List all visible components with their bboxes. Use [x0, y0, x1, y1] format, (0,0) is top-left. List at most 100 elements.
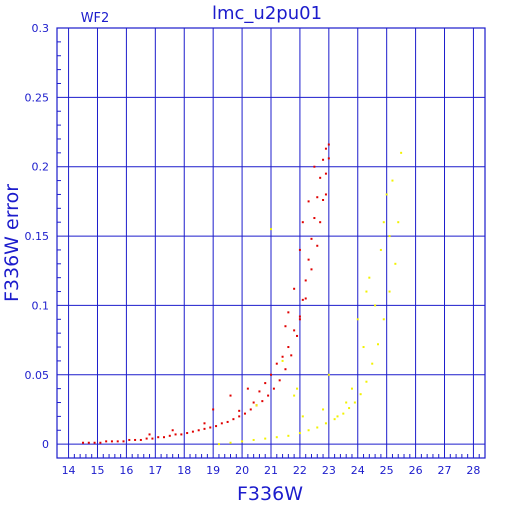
data-point: [275, 362, 278, 365]
data-point: [307, 429, 310, 432]
data-point: [324, 193, 327, 196]
data-point: [304, 279, 307, 282]
x-tick-label: 14: [62, 464, 76, 477]
data-point: [174, 433, 177, 436]
data-point: [382, 221, 385, 224]
data-point: [371, 362, 374, 365]
y-tick-label: 0.2: [32, 161, 50, 174]
data-point: [356, 318, 359, 321]
y-tick-label: 0: [42, 438, 49, 451]
data-point: [388, 235, 391, 238]
data-point: [110, 440, 113, 443]
data-point: [342, 412, 345, 415]
data-point: [307, 200, 310, 203]
data-point: [267, 394, 270, 397]
x-tick-label: 21: [264, 464, 278, 477]
grid-layer: [57, 27, 485, 458]
data-point: [377, 343, 379, 346]
data-point: [275, 436, 278, 439]
x-tick-label: 24: [351, 464, 365, 477]
data-point: [145, 437, 148, 440]
data-point: [270, 228, 272, 231]
data-point: [203, 422, 206, 425]
data-point: [313, 217, 316, 220]
data-point: [99, 441, 102, 444]
data-point: [304, 297, 307, 300]
data-point: [296, 334, 299, 337]
x-tick-label: 16: [119, 464, 133, 477]
data-point: [134, 438, 137, 441]
x-tick-label: 20: [235, 464, 249, 477]
data-point: [252, 401, 255, 404]
y-tick-label: 0.25: [25, 91, 50, 104]
data-point: [362, 346, 365, 349]
y-axis-title: F336W error: [1, 184, 23, 302]
data-point: [209, 426, 212, 429]
x-tick-label: 23: [322, 464, 336, 477]
data-point: [301, 298, 304, 301]
x-tick-label: 26: [409, 464, 423, 477]
x-tick-label: 28: [466, 464, 480, 477]
data-point: [296, 387, 299, 390]
data-point: [139, 438, 142, 441]
y-tick-label: 0.15: [25, 230, 50, 243]
data-point: [319, 176, 322, 179]
data-point: [284, 368, 287, 371]
data-point: [272, 387, 275, 390]
data-point: [243, 412, 246, 415]
data-point: [359, 393, 362, 396]
data-point: [365, 290, 368, 293]
data-point: [278, 379, 281, 382]
data-point: [238, 409, 241, 412]
data-point: [327, 157, 330, 160]
x-tick-labels: 14 15 16 17 18 19 20 21 22 23 24 25 26 27 28: [62, 464, 481, 477]
data-point: [316, 196, 319, 199]
y-tick-label: 0.3: [32, 22, 50, 35]
plot-frame: [56, 27, 486, 459]
data-point: [226, 420, 229, 423]
data-point: [197, 429, 200, 432]
chart-title: lmc_u2pu01: [212, 3, 322, 24]
x-tick-label: 17: [148, 464, 162, 477]
data-point: [163, 436, 165, 439]
x-tick-label: 15: [90, 464, 104, 477]
data-point: [191, 430, 194, 433]
data-point: [220, 422, 223, 425]
data-point: [264, 437, 267, 440]
data-point: [87, 441, 90, 444]
data-point: [203, 427, 206, 430]
data-point: [345, 401, 348, 404]
data-point: [322, 158, 325, 161]
data-point: [215, 425, 218, 428]
x-tick-label: 19: [206, 464, 220, 477]
x-tick-label: 25: [380, 464, 394, 477]
x-tick-label: 22: [293, 464, 307, 477]
data-point: [293, 287, 296, 290]
data-point: [252, 438, 255, 441]
y-tick-label: 0.05: [25, 369, 50, 382]
data-point: [336, 415, 339, 418]
data-point: [255, 404, 258, 407]
data-point: [348, 407, 351, 410]
data-point: [324, 172, 327, 175]
data-point: [400, 151, 403, 154]
data-point: [229, 441, 232, 444]
y-tick-labels: 0 0.05 0.1 0.15 0.2 0.25 0.3: [25, 22, 50, 451]
data-point: [82, 441, 85, 444]
data-point: [298, 315, 301, 318]
data-point: [217, 443, 220, 446]
data-point: [281, 359, 284, 362]
data-point: [394, 262, 397, 265]
data-point: [382, 318, 385, 321]
data-point: [281, 355, 284, 358]
data-point: [180, 433, 183, 436]
data-point: [293, 394, 296, 397]
data-point: [93, 441, 96, 444]
data-point: [290, 354, 293, 357]
x-tick-label: 18: [177, 464, 191, 477]
data-point: [212, 408, 215, 411]
data-point: [122, 440, 125, 443]
data-point: [368, 276, 371, 279]
data-point: [287, 346, 290, 349]
